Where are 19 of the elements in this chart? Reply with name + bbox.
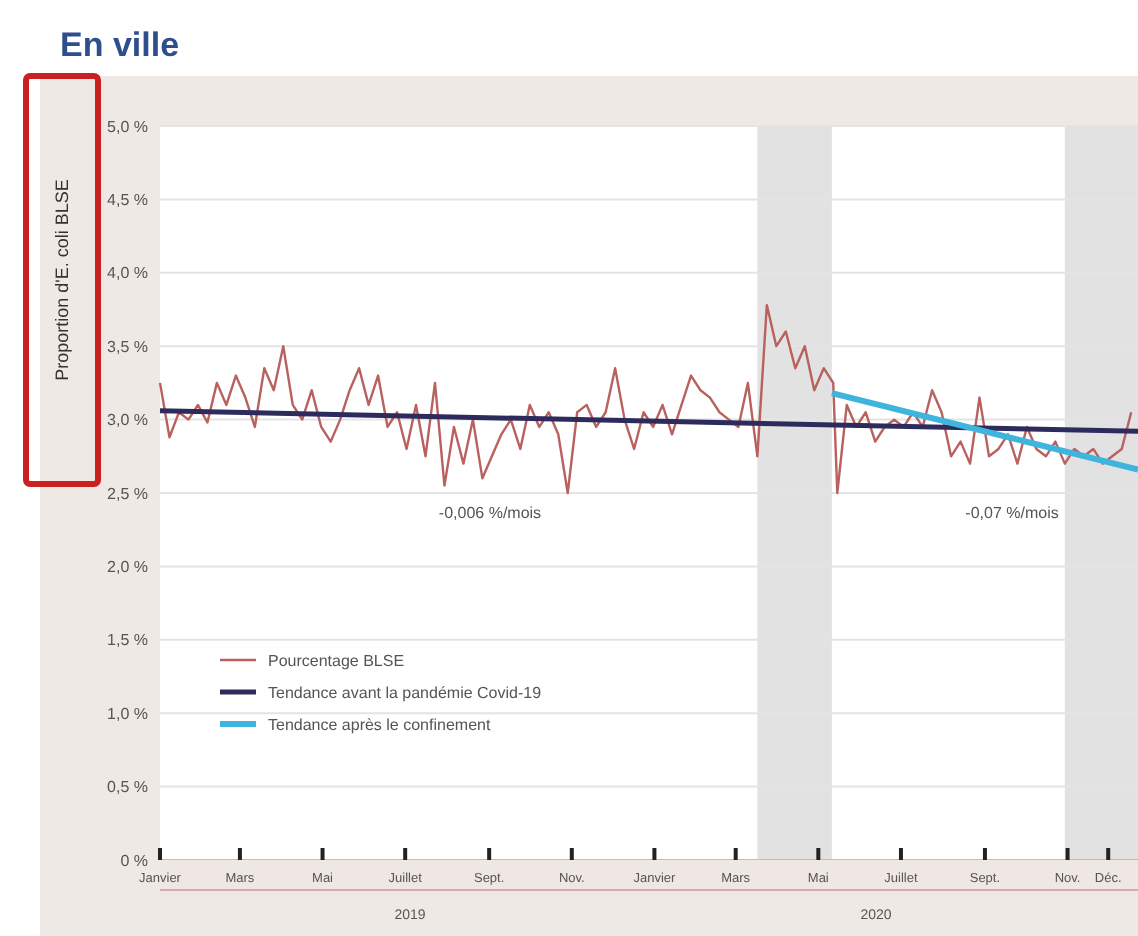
y-tick-label: 2,5 %: [107, 484, 148, 503]
y-tick-label: 5,0 %: [107, 117, 148, 136]
y-tick-label: 1,5 %: [107, 631, 148, 650]
y-tick-label: 3,5 %: [107, 337, 148, 356]
y-tick-label: 2,0 %: [107, 558, 148, 576]
legend-label: Tendance avant la pandémie Covid-19: [268, 683, 543, 702]
annotation: -0,006 %/mois: [438, 503, 542, 522]
y-tick-label: 4,0 %: [107, 264, 148, 283]
legend-label: Pourcentage BLSE: [268, 651, 405, 670]
y-tick-label: 1,0 %: [107, 704, 148, 723]
line-series: [158, 303, 1133, 495]
legend-label: Tendance après le confinement: [268, 715, 492, 734]
y-axis-title: Proportion d'E. coli BLSE: [52, 179, 73, 381]
y-tick-label: 0,5 %: [107, 778, 148, 797]
y-tick-label: 3,0 %: [107, 411, 148, 430]
y-tick-label: 4,5 %: [107, 191, 148, 209]
y-tick-label: 0 %: [120, 851, 148, 870]
chart-title: En ville: [60, 26, 180, 64]
annotation: -0,07 %/mois: [965, 503, 1059, 522]
